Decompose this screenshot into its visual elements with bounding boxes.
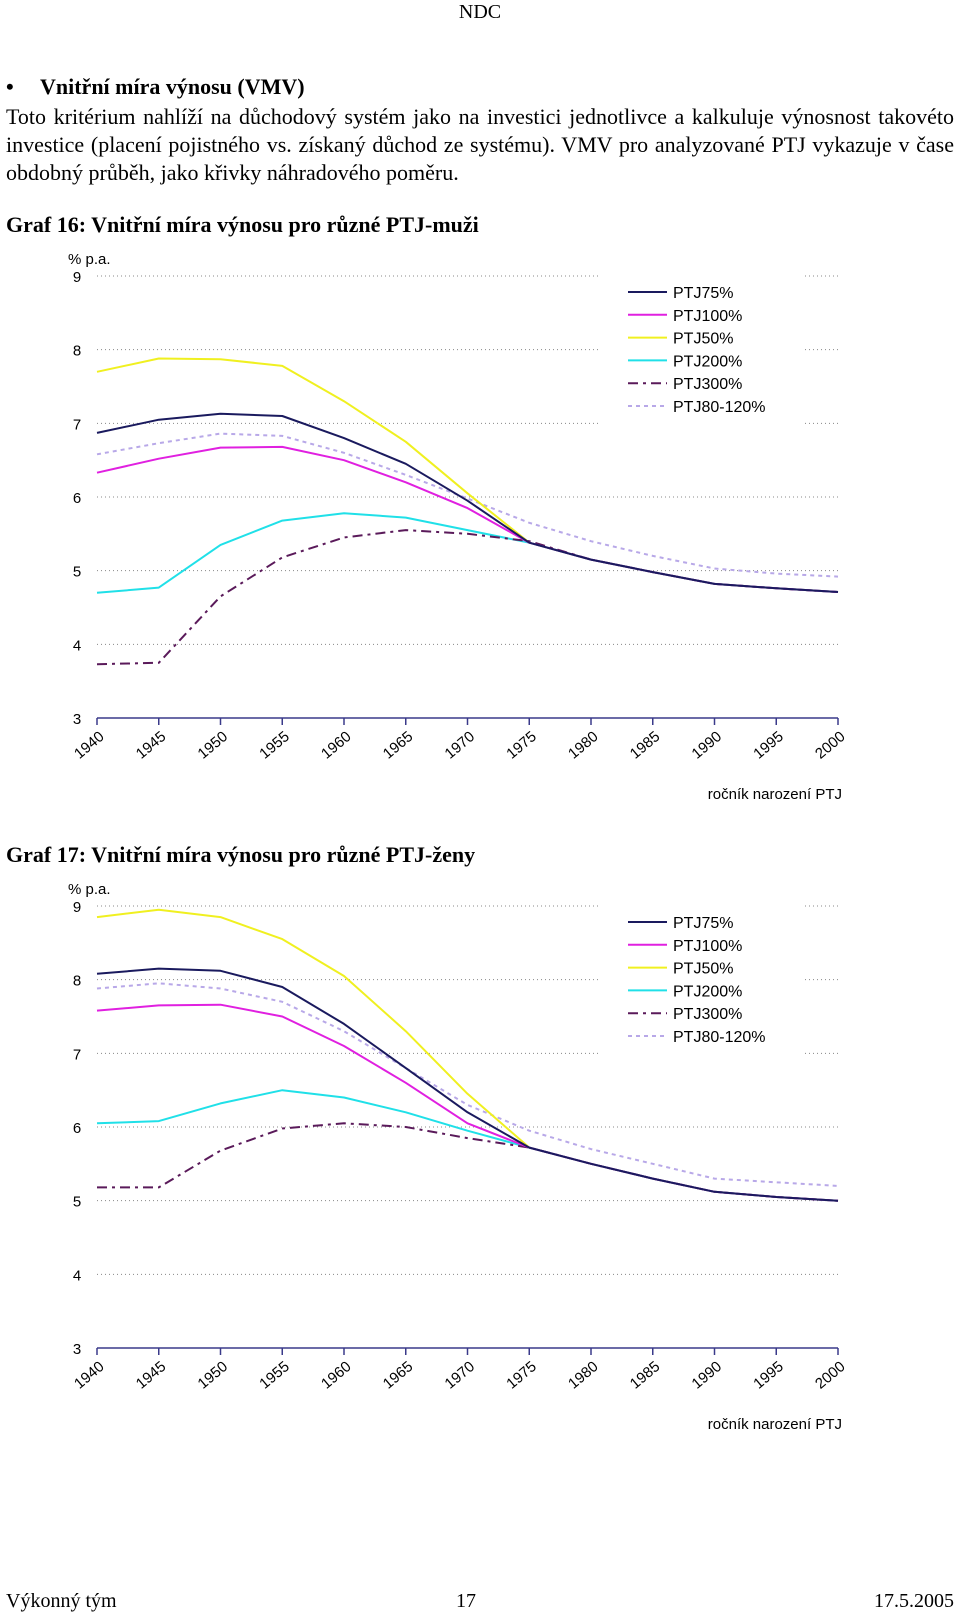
chart0-series-ptj200pct xyxy=(96,512,839,594)
chart1-xtick-label: 1955 xyxy=(256,1358,292,1392)
chart-graf16-svg: % p.a. 3 4 5 6 7 8 9 1940 1945 1950 1955 1960 1965 197… xyxy=(68,251,849,803)
chart0-series-ptj80-120pct xyxy=(96,432,839,578)
chart1-ytick-label: 7 xyxy=(73,1046,81,1063)
chart1-series-ptj80-120pct xyxy=(96,982,839,1187)
section-heading: • Vnitřní míra výnosu (VMV) xyxy=(6,74,305,100)
chart1-xtick-label: 1975 xyxy=(503,1358,539,1392)
section-heading-text: Vnitřní míra výnosu (VMV) xyxy=(40,74,305,99)
chart1-legend-label-ptj200pct: PTJ200% xyxy=(673,983,742,1000)
chart0-xtick-label: 1995 xyxy=(750,728,786,762)
chart1-ytick-label: 8 xyxy=(73,973,81,990)
chart0-series-ptj300pct xyxy=(96,529,839,666)
chart0-xtick-label: 1965 xyxy=(380,728,416,762)
chart1-legend-label-ptj300pct: PTJ300% xyxy=(673,1006,742,1023)
chart0-xtick-label: 1975 xyxy=(503,728,539,762)
chart1-xtick-label: 1965 xyxy=(380,1358,416,1392)
chart0-legend-label-ptj300pct: PTJ300% xyxy=(673,376,742,393)
chart1-xtick-label: 1990 xyxy=(689,1358,725,1392)
chart0-ytick-label: 9 xyxy=(73,269,81,286)
chart1-xtick-label: 1980 xyxy=(565,1358,601,1392)
chart0-ytick-label: 8 xyxy=(73,343,81,360)
chart-graf17-svg: % p.a. 3 4 5 6 7 8 9 1940 1945 1950 1955 1960 1965 197… xyxy=(68,881,849,1433)
chart0-legend-label-ptj80-120pct: PTJ80-120% xyxy=(673,399,766,416)
chart-graf16: % p.a. 3 4 5 6 7 8 9 1940 1945 1950 1955 1960 1965 197… xyxy=(0,248,960,808)
chart1-series-ptj75pct xyxy=(96,967,839,1202)
chart0-legend-label-ptj100pct: PTJ100% xyxy=(673,308,742,325)
chart0-ytick-label: 7 xyxy=(73,416,81,433)
chart0-legend-label-ptj75pct: PTJ75% xyxy=(673,285,733,302)
chart1-ytick-label: 5 xyxy=(73,1194,81,1211)
chart0-ytick-label: 4 xyxy=(73,637,81,654)
chart0-xtick-label: 1955 xyxy=(256,728,292,762)
footer-page-number: 17 xyxy=(456,1590,476,1612)
chart0-xtick-label: 1970 xyxy=(442,728,478,762)
chart0-ytick-label: 3 xyxy=(73,711,81,728)
footer-left: Výkonný tým xyxy=(6,1590,117,1612)
chart1-legend-label-ptj100pct: PTJ100% xyxy=(673,938,742,955)
chart-graf17: % p.a. 3 4 5 6 7 8 9 1940 1945 1950 1955 1960 1965 197… xyxy=(0,878,960,1438)
chart0-xtick-label: 1940 xyxy=(71,728,107,762)
chart0-xtick-label: 1985 xyxy=(627,728,663,762)
chart0-xtick-label: 2000 xyxy=(812,728,848,762)
chart0-ytick-label: 6 xyxy=(73,490,81,507)
chart0-xtick-label: 1980 xyxy=(565,728,601,762)
chart1-series-ptj200pct xyxy=(96,1089,839,1202)
chart1-ytick-label: 4 xyxy=(73,1267,81,1284)
chart0-xtick-label: 1960 xyxy=(318,728,354,762)
page-footer: Výkonný tým 17 17.5.2005 xyxy=(0,1590,960,1617)
chart0-series-ptj75pct xyxy=(96,412,839,593)
chart0-series-ptj100pct xyxy=(96,445,839,593)
chart1-legend-label-ptj75pct: PTJ75% xyxy=(673,915,733,932)
chart1-xtick-label: 1940 xyxy=(71,1358,107,1392)
chart1-xlabel: ročník narození PTJ xyxy=(708,1416,842,1433)
page-header: NDC xyxy=(458,1,502,23)
chart1-xtick-label: 1960 xyxy=(318,1358,354,1392)
chart1-ylabel: % p.a. xyxy=(68,881,111,898)
chart0-ylabel: % p.a. xyxy=(68,251,111,268)
chart0-legend-box xyxy=(600,274,805,424)
chart1-series-ptj300pct xyxy=(97,1122,839,1202)
chart0-xlabel: ročník narození PTJ xyxy=(708,786,842,803)
chart1-legend-label-ptj80-120pct: PTJ80-120% xyxy=(673,1029,766,1046)
chart0-legend-label-ptj200pct: PTJ200% xyxy=(673,353,742,370)
graph17-caption: Graf 17: Vnitřní míra výnosu pro různé P… xyxy=(6,842,476,867)
chart1-xtick-label: 1985 xyxy=(627,1358,663,1392)
chart0-ytick-label: 5 xyxy=(73,564,81,581)
chart1-ytick-label: 3 xyxy=(73,1341,81,1358)
chart1-xtick-label: 2000 xyxy=(812,1358,848,1392)
chart0-xtick-label: 1950 xyxy=(195,728,231,762)
chart1-xtick-label: 1950 xyxy=(195,1358,231,1392)
chart1-ytick-label: 9 xyxy=(73,899,81,916)
chart0-xtick-label: 1945 xyxy=(133,728,169,762)
chart1-ytick-label: 6 xyxy=(73,1120,81,1137)
chart1-legend-label-ptj50pct: PTJ50% xyxy=(673,961,733,978)
graph16-caption: Graf 16: Vnitřní míra výnosu pro různé P… xyxy=(6,212,479,237)
chart1-xtick-label: 1945 xyxy=(133,1358,169,1392)
chart0-xtick-label: 1990 xyxy=(689,728,725,762)
chart0-legend-label-ptj50pct: PTJ50% xyxy=(673,331,733,348)
bullet-icon: • xyxy=(6,74,14,99)
chart1-legend-box xyxy=(600,904,805,1054)
footer-date: 17.5.2005 xyxy=(874,1590,954,1612)
section-paragraph: Toto kritérium nahlíží na důchodový syst… xyxy=(6,104,954,185)
chart1-xtick-label: 1995 xyxy=(750,1358,786,1392)
chart1-xtick-label: 1970 xyxy=(442,1358,478,1392)
